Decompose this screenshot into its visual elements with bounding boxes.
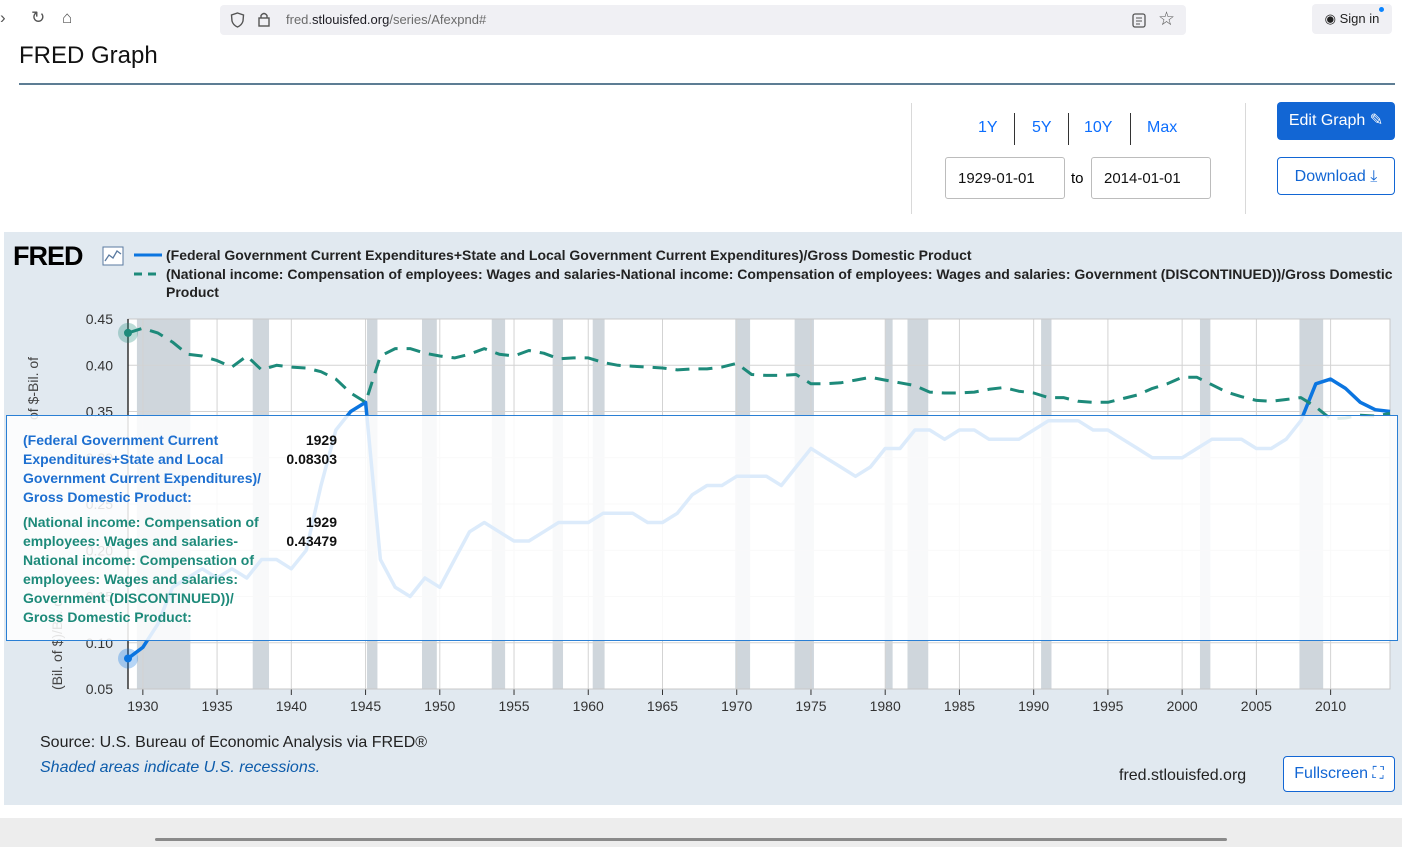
shield-icon[interactable]	[230, 12, 245, 28]
edit-icon: ✎	[1369, 112, 1384, 129]
site-url: fred.stlouisfed.org	[1119, 767, 1247, 784]
series-line	[127, 326, 1391, 421]
download-label: Download	[1294, 168, 1366, 185]
forward-icon[interactable]: ›	[0, 8, 6, 27]
legend-swatch-series-1	[134, 253, 162, 257]
tooltip-series-1-date: 1929	[305, 432, 337, 448]
chart-trend-icon	[102, 246, 124, 266]
url-text: fred.stlouisfed.org/series/Afexpnd#	[286, 12, 487, 27]
range-5y-button[interactable]: 5Y	[1032, 119, 1052, 136]
x-tick-label: 1995	[1092, 698, 1123, 714]
x-tick-label: 2005	[1241, 698, 1272, 714]
tooltip-series-2-date: 1929	[305, 514, 337, 530]
fullscreen-icon: ⛶	[1372, 765, 1384, 782]
source-note: Source: U.S. Bureau of Economic Analysis…	[40, 734, 428, 751]
horizontal-scrollbar[interactable]	[155, 838, 1227, 841]
data-point	[124, 654, 132, 663]
bookmark-star-icon[interactable]: ☆	[1158, 9, 1176, 30]
edit-graph-label: Edit Graph	[1288, 112, 1366, 129]
range-divider	[1130, 113, 1131, 145]
chart-tooltip: (Federal Government Current Expenditures…	[6, 415, 1398, 641]
y-axis-label: of $-Bil. of	[25, 357, 41, 420]
download-button[interactable]: Download ⤓	[1277, 157, 1395, 195]
x-tick-label: 1985	[944, 698, 975, 714]
recession-note: Shaded areas indicate U.S. recessions.	[40, 759, 321, 776]
x-tick-label: 1935	[202, 698, 233, 714]
x-tick-label: 1945	[350, 698, 381, 714]
range-1y-button[interactable]: 1Y	[978, 119, 998, 136]
legend-label-series-1: (Federal Government Current Expenditures…	[166, 247, 972, 263]
x-tick-label: 1965	[647, 698, 678, 714]
tooltip-series-1-label: (Federal Government Current Expenditures…	[23, 432, 262, 505]
legend-label-series-2: (National income: Compensation of employ…	[166, 266, 1393, 300]
tooltip-series-2-label: (National income: Compensation of employ…	[23, 514, 259, 625]
tooltip-series-2-value: 0.43479	[286, 533, 337, 549]
start-date-input[interactable]	[945, 157, 1065, 199]
x-tick-label: 2000	[1167, 698, 1198, 714]
reader-view-icon[interactable]	[1132, 13, 1146, 28]
data-point	[124, 328, 132, 337]
to-label: to	[1071, 170, 1084, 187]
sign-in-button[interactable]: ◉ Sign in	[1312, 4, 1392, 34]
reload-icon[interactable]: ↻	[31, 8, 46, 27]
range-10y-button[interactable]: 10Y	[1084, 119, 1113, 136]
fullscreen-label: Fullscreen	[1294, 765, 1369, 782]
account-icon: ◉	[1324, 11, 1336, 26]
y-tick-label: 0.05	[86, 681, 113, 697]
fullscreen-button[interactable]: Fullscreen ⛶	[1283, 756, 1395, 792]
range-divider	[1068, 113, 1069, 145]
edit-graph-button[interactable]: Edit Graph ✎	[1277, 102, 1395, 140]
browser-toolbar: › ↻ ⌂ fred.stlouisfed.org/series/Afexpnd…	[0, 0, 1402, 40]
x-tick-label: 1955	[498, 698, 529, 714]
x-tick-label: 2010	[1315, 698, 1346, 714]
page-title: FRED Graph	[19, 42, 158, 69]
end-date-input[interactable]	[1091, 157, 1211, 199]
home-icon[interactable]: ⌂	[62, 8, 73, 27]
y-tick-label: 0.40	[86, 357, 113, 373]
range-max-button[interactable]: Max	[1147, 119, 1178, 136]
x-tick-label: 1980	[870, 698, 901, 714]
address-bar[interactable]: fred.stlouisfed.org/series/Afexpnd# ☆	[220, 5, 1186, 35]
x-tick-label: 1960	[573, 698, 604, 714]
title-divider	[19, 83, 1395, 85]
fred-logo: FRED	[13, 241, 83, 271]
page-footer	[0, 818, 1402, 847]
divider	[911, 103, 912, 214]
x-tick-label: 1970	[721, 698, 752, 714]
x-tick-label: 1975	[795, 698, 826, 714]
divider	[1245, 103, 1246, 214]
x-tick-label: 1930	[127, 698, 158, 714]
x-tick-label: 1940	[276, 698, 307, 714]
x-tick-label: 1990	[1018, 698, 1049, 714]
download-icon: ⤓	[1370, 168, 1378, 185]
notification-dot	[1379, 7, 1384, 12]
tooltip-series-1-value: 0.08303	[286, 451, 337, 467]
x-tick-label: 1950	[424, 698, 455, 714]
sign-in-label: Sign in	[1339, 11, 1380, 26]
lock-icon[interactable]	[257, 11, 271, 28]
range-divider	[1014, 113, 1015, 145]
legend-swatch-series-2	[134, 272, 162, 276]
y-tick-label: 0.45	[86, 311, 113, 327]
